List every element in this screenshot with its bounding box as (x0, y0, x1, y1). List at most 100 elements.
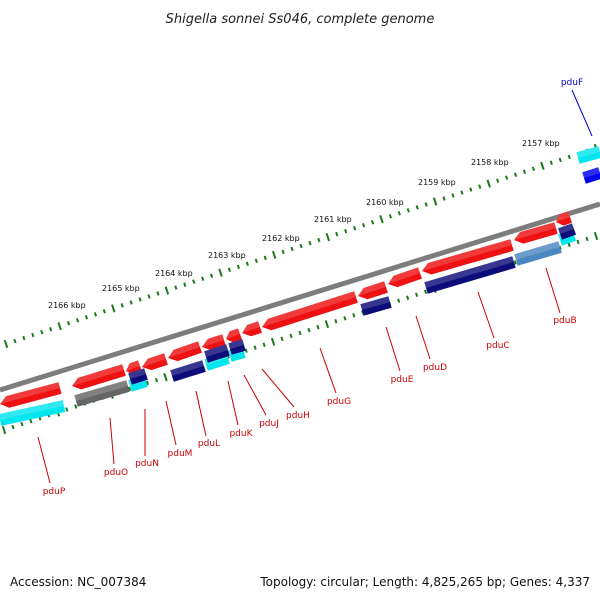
pduH-feature (242, 321, 262, 337)
gene-label-pduh: pduH (286, 411, 310, 421)
gene-leader-line (37, 436, 51, 484)
gene-label-pduf: pduF (561, 78, 583, 88)
tick-mark (415, 292, 419, 297)
tick-mark (128, 386, 132, 392)
tick-mark (316, 324, 320, 330)
gene-label-pdug: pduG (327, 397, 351, 407)
gene-label-pdue: pduE (391, 375, 414, 385)
tick-mark (65, 407, 69, 412)
gene-leader-line (165, 400, 177, 446)
pduL-rna (170, 360, 206, 382)
tick-mark (236, 264, 241, 270)
pduE-feature (358, 281, 388, 300)
gene-leader-line (319, 347, 337, 394)
pduC-rna (424, 256, 516, 294)
tick-mark (271, 250, 277, 260)
tick-mark (406, 208, 410, 213)
tick-mark (164, 286, 170, 295)
tick-mark (29, 418, 33, 424)
tick-mark (290, 246, 294, 252)
tick-mark (469, 187, 473, 192)
tick-mark (352, 313, 356, 318)
kbp-label: 2158 kbp (471, 158, 509, 167)
kbp-label: 2166 kbp (48, 301, 86, 310)
tick-mark (93, 312, 97, 317)
pduF-feature (582, 167, 600, 184)
gene-leader-line (109, 417, 115, 465)
tick-mark (270, 337, 276, 346)
tick-mark (263, 255, 267, 261)
tick-mark (496, 178, 500, 183)
tick-mark (406, 295, 410, 300)
tick-mark (567, 242, 571, 248)
gene-leader-line (243, 374, 267, 416)
gene-label-pdud: pduD (423, 363, 447, 373)
tick-mark (262, 342, 266, 347)
tick-mark (558, 157, 562, 163)
tick-mark (513, 172, 518, 177)
tick-mark (317, 237, 321, 243)
tick-mark (102, 309, 106, 314)
gene-leader-line (545, 267, 561, 314)
pduK-rna-2 (204, 344, 230, 363)
tick-mark (280, 336, 284, 342)
pduB-feature (514, 222, 558, 244)
backbone-arc (0, 201, 600, 393)
tick-mark (289, 333, 293, 339)
tick-mark (370, 220, 375, 225)
tick-mark (451, 193, 455, 198)
gene-leader-line (477, 291, 495, 339)
tick-mark (253, 345, 257, 350)
kbp-label: 2161 kbp (314, 215, 352, 224)
pduA-feature (556, 211, 573, 226)
tick-mark (218, 268, 223, 277)
tick-mark (120, 303, 124, 308)
gene-leader-line (415, 315, 431, 360)
tick-mark (361, 222, 366, 228)
tick-mark (20, 421, 24, 427)
gene-label-pdup: pduP (43, 487, 66, 497)
gene-label-pduc: pduC (486, 341, 509, 351)
kbp-label: 2164 kbp (155, 269, 193, 278)
pduJ-rna-2 (228, 339, 246, 355)
tick-mark (163, 372, 168, 382)
gene-label-pdum: pduM (168, 449, 193, 459)
tick-mark (344, 228, 348, 234)
tick-mark (154, 377, 159, 383)
kbp-label: 2162 kbp (262, 234, 300, 243)
tick-mark (145, 380, 150, 386)
tick-mark (201, 276, 205, 281)
tick-mark (49, 326, 53, 332)
pduL-feature (168, 341, 202, 362)
tick-mark (415, 205, 419, 210)
tick-mark (343, 316, 347, 321)
outer-tick-ring (3, 143, 599, 349)
tick-mark (522, 169, 527, 174)
tick-mark (1, 425, 7, 435)
pduB-rna (514, 241, 562, 266)
tick-mark (424, 202, 428, 207)
tick-mark (3, 339, 9, 349)
tick-mark (397, 211, 401, 216)
tick-mark (585, 236, 589, 242)
tick-mark (183, 282, 187, 287)
tick-mark (335, 231, 339, 237)
pduP-rna (0, 400, 66, 426)
tick-mark (576, 239, 580, 245)
tick-mark (379, 215, 384, 224)
pduE-rna (360, 296, 392, 316)
tick-mark (388, 214, 392, 219)
tick-mark (353, 225, 357, 231)
tick-mark (111, 304, 116, 313)
tick-mark (281, 249, 285, 255)
tick-mark (308, 240, 312, 246)
tick-mark (424, 289, 428, 295)
pduM-feature (142, 353, 168, 371)
gene-leader-line (571, 89, 593, 137)
gene-label-pdun: pduN (135, 459, 159, 469)
tick-mark (460, 190, 464, 195)
topology-text: Topology: circular; Length: 4,825,265 bp… (259, 575, 590, 589)
pduA-rna-2 (557, 223, 577, 240)
kbp-labels: 2157 kbp 2158 kbp 2159 kbp 2160 kbp 2161 kbp… (48, 139, 560, 310)
